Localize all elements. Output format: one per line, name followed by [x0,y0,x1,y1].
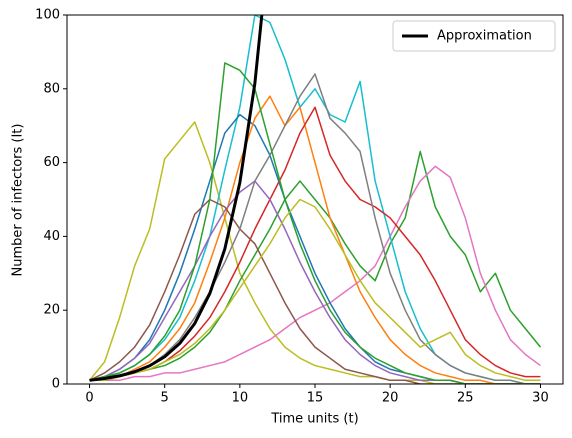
x-tick-label: 20 [382,391,399,406]
x-tick-label: 0 [85,391,93,406]
y-axis-label: Number of infectors (It) [11,124,26,277]
y-tick-label: 100 [35,8,60,23]
series-line [88,121,541,384]
series-line [89,198,541,382]
x-tick-label: 5 [161,391,169,406]
y-tick-label: 0 [52,377,60,392]
x-axis-label: Time units (t) [270,412,358,427]
x-tick-label: 25 [457,391,474,406]
x-tick-label: 15 [307,391,324,406]
legend-box [392,20,556,52]
y-tick-label: 40 [43,229,60,244]
series-line [89,62,541,384]
approximation-line [89,15,264,382]
series-line [89,73,541,384]
series-line [89,180,541,384]
x-tick-label: 10 [232,391,249,406]
y-tick-label: 60 [43,155,60,170]
x-tick-label: 30 [532,391,549,406]
legend-label: Approximation [437,29,532,44]
series-line [89,150,542,382]
series-line [89,165,541,382]
y-tick-label: 80 [43,81,60,96]
plot-area [88,15,542,384]
series-line [89,95,541,384]
series-line [89,113,541,384]
series-line [89,198,541,384]
y-tick-label: 20 [43,303,60,318]
